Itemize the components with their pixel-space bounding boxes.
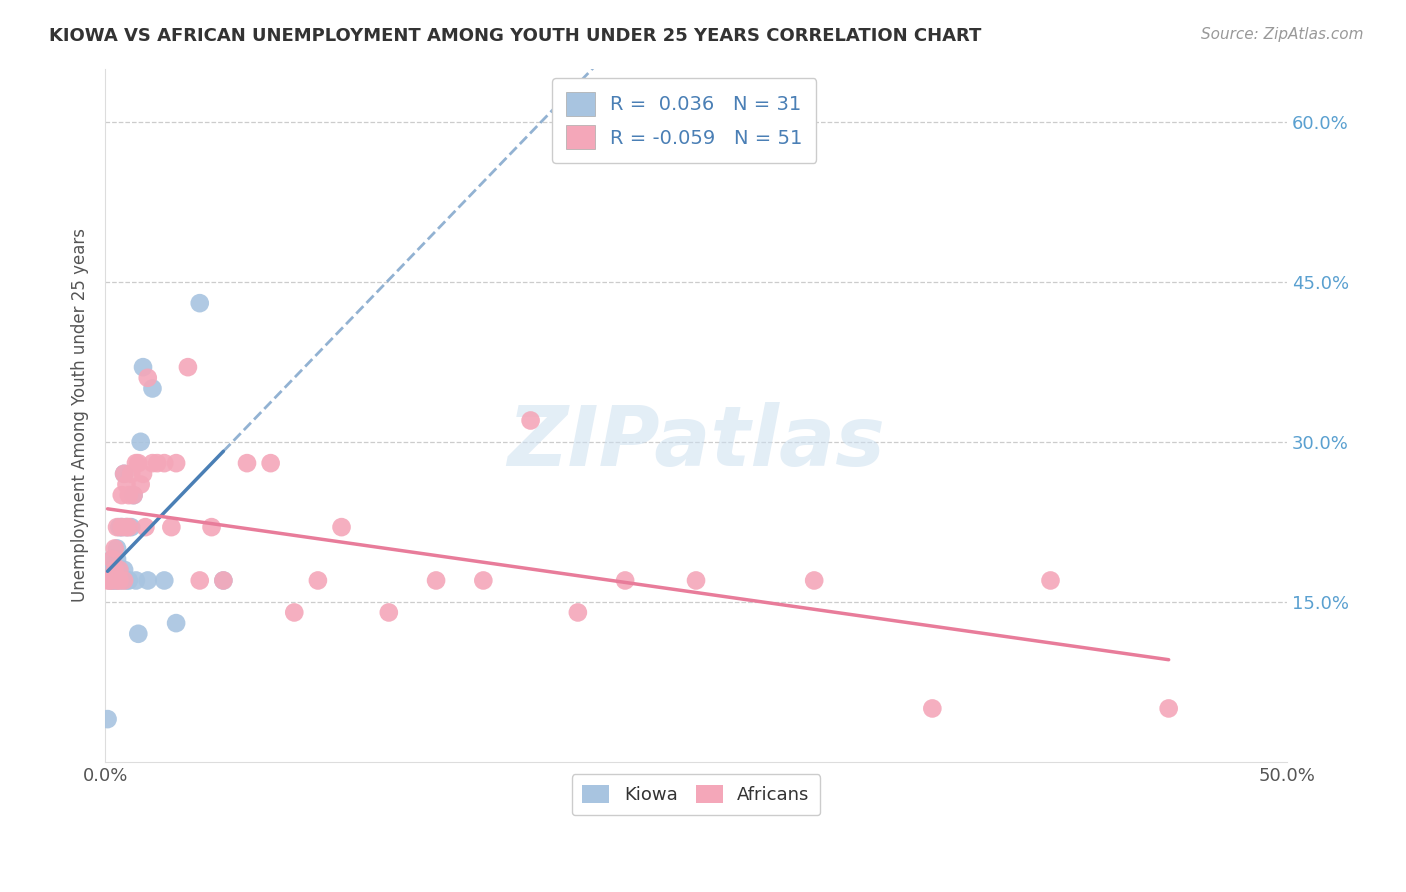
Point [108,563,131,577]
Point [136,574,159,588]
Point [108,574,131,588]
Point [122,488,145,502]
Point [132,360,155,375]
Point [105,574,128,588]
Point [307,574,329,588]
Point [212,574,235,588]
Point [236,456,259,470]
Point [134,520,156,534]
Point [118,574,141,588]
Point [111,520,134,534]
Point [98,574,121,588]
Point [200,520,222,534]
Point [685,574,707,588]
Text: ZIPatlas: ZIPatlas [508,402,884,483]
Y-axis label: Unemployment Among Youth under 25 years: Unemployment Among Youth under 25 years [72,228,89,602]
Point [112,467,135,481]
Point [472,574,495,588]
Point [97,712,120,726]
Point [921,701,943,715]
Point [118,488,141,502]
Point [165,616,187,631]
Point [146,456,169,470]
Point [259,456,281,470]
Point [111,520,134,534]
Point [1157,701,1180,715]
Point [104,563,127,577]
Point [1039,574,1062,588]
Point [212,574,235,588]
Point [98,563,121,577]
Text: KIOWA VS AFRICAN UNEMPLOYMENT AMONG YOUTH UNDER 25 YEARS CORRELATION CHART: KIOWA VS AFRICAN UNEMPLOYMENT AMONG YOUT… [49,27,981,45]
Point [129,477,152,491]
Point [112,467,135,481]
Point [519,413,541,427]
Point [141,382,163,396]
Point [125,574,148,588]
Point [104,563,127,577]
Point [97,574,120,588]
Point [108,563,131,577]
Point [115,520,138,534]
Point [120,467,142,481]
Point [112,574,135,588]
Point [111,488,134,502]
Point [330,520,353,534]
Point [188,296,211,310]
Point [115,574,138,588]
Point [98,574,121,588]
Point [115,477,138,491]
Point [120,520,142,534]
Point [141,456,163,470]
Point [105,520,128,534]
Point [127,627,149,641]
Point [165,456,187,470]
Point [567,606,589,620]
Point [188,574,211,588]
Point [111,574,134,588]
Point [122,488,145,502]
Point [803,574,825,588]
Point [127,456,149,470]
Point [105,552,128,566]
Point [125,456,148,470]
Point [614,574,637,588]
Point [101,574,124,588]
Point [101,574,124,588]
Point [136,371,159,385]
Point [378,606,401,620]
Point [283,606,305,620]
Point [132,467,155,481]
Point [112,563,135,577]
Text: Source: ZipAtlas.com: Source: ZipAtlas.com [1201,27,1364,42]
Point [425,574,447,588]
Point [101,552,124,566]
Point [105,574,128,588]
Point [118,520,141,534]
Point [115,520,138,534]
Point [153,574,176,588]
Point [153,456,176,470]
Point [101,552,124,566]
Point [108,520,131,534]
Point [104,574,127,588]
Point [104,541,127,556]
Point [129,434,152,449]
Point [160,520,183,534]
Legend: Kiowa, Africans: Kiowa, Africans [572,774,821,815]
Point [105,541,128,556]
Point [177,360,200,375]
